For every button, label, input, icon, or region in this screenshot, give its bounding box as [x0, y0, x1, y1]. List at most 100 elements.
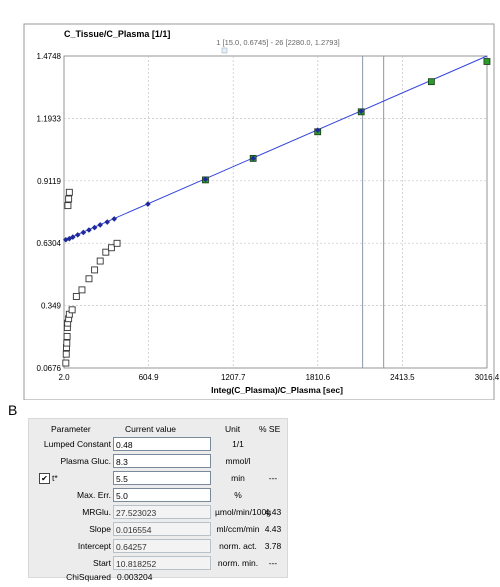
param-label: Start	[93, 558, 111, 568]
measured-point	[483, 58, 491, 65]
model-point	[250, 155, 256, 162]
param-row-chisquared: ChiSquared 0.003204	[29, 569, 287, 587]
param-se: 4.43	[264, 507, 282, 517]
header-parameter: Parameter	[51, 424, 91, 434]
parameter-panel: Parameter Current value Unit % SE Lumped…	[28, 418, 288, 582]
param-row-plasma-gluc: Plasma Gluc. 8.3 mmol/l	[29, 453, 287, 471]
parameter-header-row: Parameter Current value Unit % SE	[29, 421, 287, 439]
param-unit: %	[234, 490, 242, 500]
slope-value: 0.016554	[113, 522, 211, 536]
param-label: Max. Err.	[76, 490, 111, 500]
x-tick-label: 2.0	[58, 373, 70, 382]
model-point	[145, 201, 151, 207]
model-point	[80, 229, 87, 236]
param-unit: norm. min.	[217, 558, 259, 568]
param-label: Lumped Constant	[43, 439, 111, 449]
open-square-point	[85, 275, 93, 283]
param-unit: mmol/l	[225, 456, 251, 466]
param-unit: min	[231, 473, 245, 483]
chisquared-value: 0.003204	[117, 572, 153, 582]
nonlinear-regression-chart[interactable]: C_Tissue/C_Plasma [1/1] 1 [15.0, 0.6745]…	[0, 0, 500, 400]
fit-line	[63, 55, 488, 241]
model-point	[314, 127, 321, 134]
model-point	[202, 176, 209, 183]
param-label: Intercept	[77, 541, 111, 551]
model-point	[66, 235, 73, 242]
open-square-point	[68, 306, 76, 314]
lumped-constant-input[interactable]: 0.48	[113, 437, 211, 451]
measured-point	[427, 78, 435, 86]
open-square-point	[91, 266, 99, 274]
cursor-marker[interactable]	[221, 47, 228, 54]
model-point	[104, 219, 111, 225]
param-se: 4.43	[264, 524, 282, 534]
model-point	[111, 216, 118, 222]
param-row-lumped-constant: Lumped Constant 0.48 1/1	[29, 436, 287, 454]
start-value: 10.818252	[113, 556, 211, 570]
intercept-value: 0.64257	[113, 539, 211, 553]
model-point	[358, 108, 365, 114]
t-star-fit-checkbox[interactable]: ✔	[39, 473, 50, 484]
param-row-intercept: Intercept 0.64257 norm. act. 3.78	[29, 538, 287, 556]
open-square-point	[72, 293, 80, 300]
model-point	[91, 224, 98, 231]
header-se: % SE	[259, 424, 281, 434]
open-square-point	[62, 350, 70, 358]
open-square-point	[63, 339, 71, 347]
x-tick-label: 1810.6	[306, 373, 331, 382]
max-err-input[interactable]: 5.0	[113, 488, 211, 502]
param-unit: µmol/min/100g	[215, 507, 271, 517]
param-se: ---	[268, 473, 278, 483]
param-se: ---	[268, 558, 278, 568]
param-label: MRGlu.	[82, 507, 111, 517]
open-square-point	[96, 257, 104, 265]
open-square-point	[62, 359, 70, 367]
x-axis-label: Integ(C_Plasma)/C_Plasma [sec]	[211, 385, 343, 395]
open-square-point	[63, 332, 71, 340]
y-tick-label: 0.349	[41, 302, 62, 311]
param-unit: ml/ccm/min	[216, 524, 260, 534]
param-label: Slope	[89, 524, 111, 534]
param-se: 3.78	[264, 541, 282, 551]
open-square-point	[65, 195, 73, 203]
param-row-slope: Slope 0.016554 ml/ccm/min 4.43	[29, 521, 287, 539]
panel-b-letter: B	[8, 402, 18, 418]
y-tick-label: 1.4748	[37, 52, 62, 61]
plasma-gluc-input[interactable]: 8.3	[113, 454, 211, 468]
y-tick-label: 0.6304	[37, 239, 62, 248]
open-square-point	[78, 286, 86, 294]
param-unit: norm. act.	[219, 541, 257, 551]
param-row-max-err: Max. Err. 5.0 %	[29, 487, 287, 505]
x-tick-label: 604.9	[139, 373, 160, 382]
plot-area	[63, 55, 488, 369]
model-point	[86, 227, 92, 233]
y-tick-label: 1.1933	[37, 114, 62, 123]
model-point	[74, 232, 81, 238]
param-label: Plasma Gluc.	[60, 456, 111, 466]
y-tick-label: 0.9119	[37, 177, 61, 186]
cursor-readout: 1 [15.0, 0.6745] - 26 [2280.0, 1.2793]	[216, 38, 339, 47]
t-star-input[interactable]: 5.5	[113, 471, 211, 485]
param-unit: 1/1	[232, 439, 244, 449]
open-square-point	[64, 202, 72, 210]
param-label: ChiSquared	[66, 572, 111, 582]
y-tick-label: 0.0676	[37, 364, 62, 373]
param-row-start: Start 10.818252 norm. min. ---	[29, 555, 287, 573]
param-label: t*	[52, 473, 58, 483]
model-point	[63, 236, 69, 243]
chart-title: C_Tissue/C_Plasma [1/1]	[64, 29, 170, 39]
mrglu-value: 27.523023	[113, 505, 211, 519]
param-row-mrglu: MRGlu. 27.523023 µmol/min/100g 4.43	[29, 504, 287, 522]
header-unit: Unit	[225, 424, 241, 434]
open-square-point	[107, 244, 115, 252]
header-current-value: Current value	[125, 424, 177, 434]
param-row-t-star: ✔ t* 5.5 min ---	[29, 470, 287, 488]
open-square-point	[113, 239, 121, 247]
model-point	[97, 222, 104, 228]
x-tick-label: 2413.5	[390, 373, 415, 382]
open-square-point	[65, 188, 73, 196]
x-tick-label: 3016.4	[475, 373, 500, 382]
x-tick-label: 1207.7	[221, 373, 246, 382]
model-point	[70, 234, 76, 240]
open-square-point	[102, 248, 110, 256]
